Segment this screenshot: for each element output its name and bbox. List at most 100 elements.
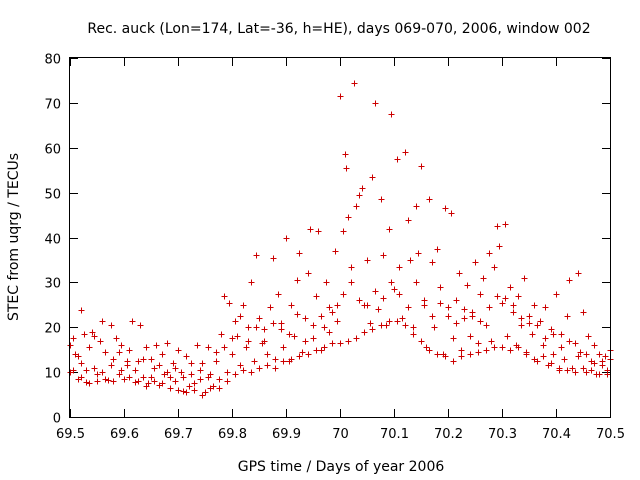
data-point (575, 353, 582, 360)
data-point (364, 302, 371, 309)
data-point (572, 340, 579, 347)
data-point (367, 320, 374, 327)
data-point (491, 264, 498, 271)
data-point (361, 329, 368, 336)
data-point (566, 277, 573, 284)
data-point (353, 203, 360, 210)
data-point (118, 342, 125, 349)
data-point (148, 374, 155, 381)
data-point (464, 282, 471, 289)
data-point (237, 313, 244, 320)
data-point (199, 360, 206, 367)
data-point (183, 389, 190, 396)
data-point (507, 347, 514, 354)
data-point (502, 221, 509, 228)
data-point (191, 380, 198, 387)
data-point (450, 335, 457, 342)
data-point (483, 347, 490, 354)
data-point (396, 291, 403, 298)
data-point (224, 378, 231, 385)
data-point (453, 320, 460, 327)
data-point (108, 322, 115, 329)
data-point (548, 360, 555, 367)
data-point (272, 365, 279, 372)
data-point (261, 338, 268, 345)
data-point (569, 365, 576, 372)
data-point (450, 358, 457, 365)
data-point (496, 243, 503, 250)
data-point (283, 235, 290, 242)
data-point (329, 340, 336, 347)
data-point (458, 353, 465, 360)
data-point (275, 291, 282, 298)
data-point (337, 340, 344, 347)
y-tick-label: 10 (44, 367, 61, 382)
data-point (413, 279, 420, 286)
data-point (434, 351, 441, 358)
data-point (437, 284, 444, 291)
data-point (143, 344, 150, 351)
data-point (240, 367, 247, 374)
data-point (596, 371, 603, 378)
data-point (75, 353, 82, 360)
data-point (499, 300, 506, 307)
data-point (188, 371, 195, 378)
data-point (342, 151, 349, 158)
data-point (394, 156, 401, 163)
data-point (170, 360, 177, 367)
data-point (102, 376, 109, 383)
data-point (318, 313, 325, 320)
data-point (472, 259, 479, 266)
data-point (372, 100, 379, 107)
data-point (321, 324, 328, 331)
data-point (167, 385, 174, 392)
data-point (243, 344, 250, 351)
x-tick-label: 70.2 (434, 427, 463, 442)
data-point (278, 326, 285, 333)
data-point (345, 214, 352, 221)
y-tick-label: 30 (44, 277, 61, 292)
data-point (359, 185, 366, 192)
data-point (550, 351, 557, 358)
data-point (323, 279, 330, 286)
data-point (248, 279, 255, 286)
data-point (102, 349, 109, 356)
data-point (321, 344, 328, 351)
x-tick-label: 70.4 (542, 427, 571, 442)
data-point (332, 248, 339, 255)
data-point (407, 257, 414, 264)
data-point (418, 338, 425, 345)
data-point (334, 302, 341, 309)
x-tick-label: 69.5 (56, 427, 85, 442)
x-tick-label: 69.6 (110, 427, 139, 442)
data-point (515, 344, 522, 351)
x-tick-label: 70 (332, 427, 349, 442)
data-point (378, 322, 385, 329)
data-point (480, 275, 487, 282)
data-point (486, 304, 493, 311)
data-point (140, 374, 147, 381)
data-point (224, 369, 231, 376)
data-point (180, 388, 187, 395)
data-point (353, 335, 360, 342)
data-point (348, 279, 355, 286)
data-point (356, 192, 363, 199)
data-point (167, 374, 174, 381)
data-point (413, 203, 420, 210)
data-point (99, 369, 106, 376)
data-point (477, 291, 484, 298)
data-point (294, 311, 301, 318)
data-point (475, 349, 482, 356)
data-point (159, 380, 166, 387)
data-point (599, 358, 606, 365)
data-point (386, 318, 393, 325)
x-tick-label: 69.8 (218, 427, 247, 442)
data-point (369, 174, 376, 181)
data-point (86, 380, 93, 387)
data-point (226, 300, 233, 307)
data-point (302, 338, 309, 345)
data-point (313, 293, 320, 300)
data-point (70, 367, 77, 374)
data-point (172, 365, 179, 372)
data-point (229, 351, 236, 358)
